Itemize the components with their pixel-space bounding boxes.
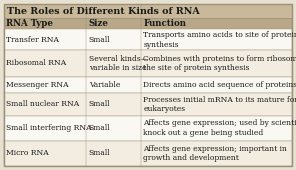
Text: Function: Function — [143, 19, 186, 28]
Text: Ribosomal RNA: Ribosomal RNA — [7, 59, 67, 67]
Text: Transfer RNA: Transfer RNA — [7, 36, 59, 44]
Bar — [4, 141, 292, 166]
Text: Messenger RNA: Messenger RNA — [7, 81, 69, 89]
Bar — [4, 18, 292, 29]
Text: RNA Type: RNA Type — [7, 19, 53, 28]
Bar — [4, 4, 292, 18]
Text: Small: Small — [89, 100, 110, 108]
Text: Variable: Variable — [89, 81, 120, 89]
Text: Small: Small — [89, 124, 110, 132]
Text: The Roles of Different Kinds of RNA: The Roles of Different Kinds of RNA — [7, 6, 200, 15]
Text: Small interfering RNA: Small interfering RNA — [7, 124, 92, 132]
Bar — [4, 29, 292, 50]
Text: Small: Small — [89, 149, 110, 157]
Text: Combines with proteins to form ribosomes,
the site of protein synthesis: Combines with proteins to form ribosomes… — [143, 55, 296, 72]
Text: Directs amino acid sequence of proteins: Directs amino acid sequence of proteins — [143, 81, 296, 89]
Bar — [4, 76, 292, 93]
Text: Processes initial mRNA to its mature form in
eukaryotes: Processes initial mRNA to its mature for… — [143, 96, 296, 113]
Text: Small: Small — [89, 36, 110, 44]
Text: Size: Size — [89, 19, 108, 28]
Text: Affects gene expression; important in
growth and development: Affects gene expression; important in gr… — [143, 144, 287, 162]
Text: Transports amino acids to site of protein
synthesis: Transports amino acids to site of protei… — [143, 31, 296, 49]
Text: Micro RNA: Micro RNA — [7, 149, 49, 157]
Bar — [4, 50, 292, 76]
Text: Several kinds—
variable in size: Several kinds— variable in size — [89, 55, 148, 72]
Bar — [4, 93, 292, 116]
Text: Affects gene expression; used by scientists to
knock out a gene being studied: Affects gene expression; used by scienti… — [143, 119, 296, 137]
Bar — [4, 116, 292, 141]
Text: Small nuclear RNA: Small nuclear RNA — [7, 100, 80, 108]
